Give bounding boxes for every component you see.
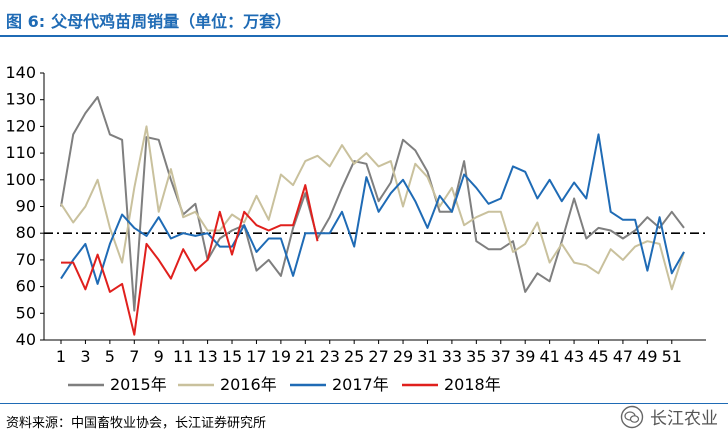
x-tick-label: 49	[637, 347, 657, 366]
x-tick-label: 29	[393, 347, 413, 366]
series-line-4	[61, 184, 319, 336]
y-tick-label: 40	[16, 330, 36, 349]
x-tick-label: 15	[222, 347, 242, 366]
x-tick-label: 35	[466, 347, 486, 366]
figure-number: 图 6:	[6, 12, 46, 31]
y-tick-label: 60	[16, 277, 36, 296]
chart-legend: 2015年 2016年 2017年 2018年	[68, 375, 501, 394]
x-tick-label: 45	[588, 347, 608, 366]
title-divider	[0, 35, 728, 37]
source-note: 资料来源：中国畜牧业协会，长江证券研究所	[6, 416, 267, 431]
x-tick-label: 7	[129, 347, 139, 366]
y-tick-label: 130	[5, 90, 36, 109]
x-tick-label: 21	[295, 347, 315, 366]
x-tick-label: 5	[105, 347, 115, 366]
x-tick-label: 33	[442, 347, 462, 366]
y-tick-label: 80	[16, 223, 36, 242]
x-tick-label: 41	[539, 347, 559, 366]
x-tick-label: 19	[271, 347, 291, 366]
x-tick-label: 37	[491, 347, 511, 366]
legend-label-3: 2017年	[332, 375, 389, 394]
legend-label-4: 2018年	[444, 375, 501, 394]
y-tick-label: 90	[16, 197, 36, 216]
series-line-1	[60, 96, 685, 312]
x-tick-label: 43	[564, 347, 584, 366]
x-tick-label: 23	[320, 347, 340, 366]
watermark: 长江农业	[620, 404, 718, 429]
y-tick-label: 50	[16, 303, 36, 322]
footer-divider	[0, 403, 728, 404]
watermark-text: 长江农业	[650, 409, 718, 429]
x-tick-label: 17	[246, 347, 266, 366]
series-lines	[60, 96, 685, 336]
x-tick-label: 51	[662, 347, 682, 366]
x-tick-label: 39	[515, 347, 535, 366]
figure-title: 图 6: 父母代鸡苗周销量（单位：万套）	[6, 8, 297, 32]
y-tick-label: 140	[5, 63, 36, 82]
y-axis-tick-labels: 40 50 60 70 80 90 100 110 120 130 140	[5, 63, 36, 349]
y-tick-label: 120	[5, 116, 36, 135]
x-tick-label: 3	[80, 347, 90, 366]
legend-label-2: 2016年	[220, 375, 277, 394]
legend-label-1: 2015年	[110, 375, 167, 394]
x-tick-label: 31	[417, 347, 437, 366]
x-axis-tick-labels: 1 3 5 7 9 11 13 15 17 19 21 23 25 27 29 31 33 35 37 39 41 43 4…	[56, 347, 682, 366]
x-tick-label: 47	[613, 347, 633, 366]
y-tick-label: 100	[5, 170, 36, 189]
y-tick-label: 70	[16, 250, 36, 269]
x-tick-label: 1	[56, 347, 66, 366]
x-tick-label: 25	[344, 347, 364, 366]
series-line-2	[60, 125, 685, 291]
x-tick-label: 13	[197, 347, 217, 366]
y-tick-label: 110	[5, 143, 36, 162]
series-line-3	[60, 133, 685, 285]
x-tick-label: 27	[368, 347, 388, 366]
wechat-icon	[620, 405, 644, 428]
figure-title-text: 父母代鸡苗周销量（单位：万套）	[51, 12, 292, 31]
x-tick-label: 9	[154, 347, 164, 366]
x-tick-label: 11	[173, 347, 193, 366]
chart-axes	[40, 72, 706, 344]
